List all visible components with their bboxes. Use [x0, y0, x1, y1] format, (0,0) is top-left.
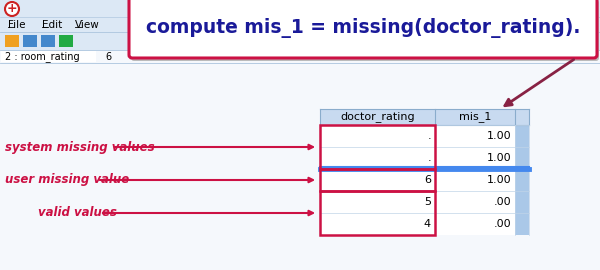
Text: 1.00: 1.00	[487, 175, 511, 185]
Text: user missing value: user missing value	[5, 174, 129, 187]
Bar	[41, 35, 55, 47]
Text: 1.00: 1.00	[487, 153, 511, 163]
Bar	[5, 35, 19, 47]
Bar	[320, 109, 529, 235]
Bar	[515, 109, 529, 125]
Text: +: +	[7, 2, 17, 15]
Text: 4: 4	[424, 219, 431, 229]
Bar	[23, 35, 37, 47]
Bar	[59, 35, 73, 47]
Bar	[320, 125, 529, 147]
Bar	[435, 109, 515, 125]
Bar	[23, 35, 37, 47]
Bar	[320, 213, 529, 235]
Text: View: View	[75, 19, 100, 29]
Bar	[320, 169, 529, 191]
Bar	[41, 35, 55, 47]
Bar	[5, 35, 19, 47]
Bar	[320, 191, 529, 213]
Text: 6: 6	[105, 52, 111, 62]
Text: Edit: Edit	[42, 19, 62, 29]
Text: .00: .00	[493, 197, 511, 207]
Bar	[320, 169, 435, 191]
Bar	[320, 191, 435, 235]
Text: valid values: valid values	[38, 207, 117, 220]
FancyBboxPatch shape	[129, 0, 597, 58]
Text: mis_1: mis_1	[459, 112, 491, 123]
Bar	[59, 35, 73, 47]
Bar	[0, 17, 600, 32]
Text: 1.00: 1.00	[487, 131, 511, 141]
Bar	[515, 125, 529, 235]
Circle shape	[5, 2, 19, 16]
Bar	[1, 51, 96, 62]
Bar	[0, 0, 600, 17]
Bar	[320, 125, 435, 169]
Text: compute mis_1 = missing(doctor_rating).: compute mis_1 = missing(doctor_rating).	[146, 18, 580, 38]
Text: 6: 6	[424, 175, 431, 185]
FancyBboxPatch shape	[131, 0, 599, 61]
Bar	[320, 109, 435, 125]
Bar	[0, 32, 600, 50]
Text: .00: .00	[493, 219, 511, 229]
Bar	[0, 50, 600, 63]
Text: doctor_rating: doctor_rating	[340, 112, 415, 123]
Text: 2 : room_rating: 2 : room_rating	[5, 51, 80, 62]
Text: File: File	[8, 19, 25, 29]
Bar	[320, 147, 529, 169]
Text: .: .	[427, 131, 431, 141]
Text: .: .	[427, 153, 431, 163]
Text: *hospital.sav [] - II: *hospital.sav [] - II	[507, 4, 597, 14]
Bar	[0, 63, 600, 270]
Text: 5: 5	[424, 197, 431, 207]
Text: system missing values: system missing values	[5, 140, 155, 154]
Bar	[1, 51, 96, 62]
